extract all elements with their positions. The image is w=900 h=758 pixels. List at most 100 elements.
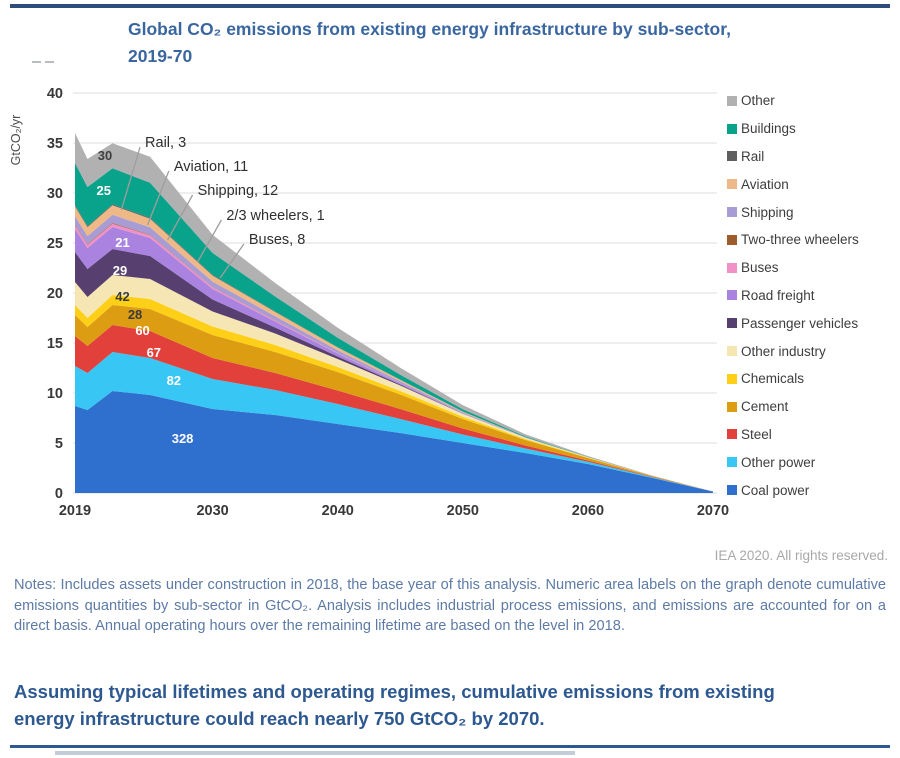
legend-label: Buses: [741, 260, 779, 276]
y-tick-label: 35: [47, 136, 63, 152]
x-tick-label: 2060: [572, 503, 604, 519]
area-cumulative-label: 21: [115, 235, 129, 250]
area-cumulative-label: 82: [167, 373, 181, 388]
legend-swatch-icon: [727, 373, 737, 384]
legend-swatch-icon: [727, 457, 737, 468]
y-axis-label: GtCO₂/yr: [9, 115, 23, 166]
legend-label: Other industry: [741, 343, 826, 359]
emissions-stacked-area-chart: 0 5 10 15 20 25 30 35 40 GtCO₂/yr 2019 2030 2040 2050…: [9, 86, 729, 519]
legend-label: Rail: [741, 148, 765, 164]
legend-item-cement: Cement: [727, 393, 897, 421]
area-cumulative-label: 60: [135, 323, 149, 338]
y-tick-label: 0: [55, 486, 63, 502]
area-steel: [75, 325, 713, 492]
y-tick-label: 30: [47, 186, 63, 202]
page-corner-artifact: [32, 59, 82, 65]
y-tick-label: 5: [55, 436, 63, 452]
legend-item-passenger-vehicles: Passenger vehicles: [727, 309, 897, 337]
legend-item-buses: Buses: [727, 254, 897, 282]
legend-item-aviation: Aviation: [727, 170, 897, 198]
area-cumulative-label: 25: [97, 183, 111, 198]
legend-item-coal-power: Coal power: [727, 476, 897, 504]
legend-swatch-icon: [727, 207, 737, 218]
area-other-power: [75, 352, 713, 492]
callout-leader-line: [167, 194, 194, 241]
legend-label: Other power: [741, 454, 816, 470]
area-cement: [75, 305, 713, 492]
legend-label: Other: [741, 93, 775, 109]
legend-swatch-icon: [727, 262, 737, 273]
legend-item-other-industry: Other industry: [727, 337, 897, 365]
bottom-rule: [10, 745, 890, 748]
area-other-industry: [75, 275, 713, 492]
chart-title: Global CO₂ emissions from existing energ…: [128, 19, 731, 67]
area-cumulative-label: 67: [147, 345, 161, 360]
area-coal-power: [75, 391, 713, 493]
callout-leader-line: [146, 170, 170, 226]
x-tick-label: 2070: [697, 503, 729, 519]
y-tick-label: 15: [47, 336, 63, 352]
legend-item-shipping: Shipping: [727, 198, 897, 226]
chart-legend: Other Buildings Rail Aviation Shipping Two-th…: [727, 87, 897, 504]
legend-item-road-freight: Road freight: [727, 282, 897, 310]
legend-item-buildings: Buildings: [727, 115, 897, 143]
legend-swatch-icon: [727, 151, 737, 162]
legend-item-steel: Steel: [727, 421, 897, 449]
callout-leader-line: [219, 243, 245, 279]
area-cumulative-label: 328: [172, 431, 194, 446]
attribution-text: IEA 2020. All rights reserved.: [714, 548, 888, 563]
legend-swatch-icon: [727, 234, 737, 245]
legend-label: Road freight: [741, 287, 815, 303]
legend-swatch-icon: [727, 179, 737, 190]
y-tick-label: 40: [47, 86, 63, 102]
key-finding-statement: Assuming typical lifetimes and operating…: [14, 681, 775, 729]
callout-label: Aviation, 11: [174, 159, 248, 175]
legend-label: Cement: [741, 399, 789, 415]
notes-paragraph: Notes: Includes assets under constructio…: [14, 577, 886, 635]
legend-item-other: Other: [727, 87, 897, 115]
callout-leader-line: [197, 219, 222, 263]
legend-item-rail: Rail: [727, 143, 897, 171]
legend-item-other-power: Other power: [727, 448, 897, 476]
x-tick-label: 2019: [59, 503, 91, 519]
legend-label: Aviation: [741, 176, 789, 192]
y-tick-label: 20: [47, 286, 63, 302]
legend-swatch-icon: [727, 429, 737, 440]
legend-label: Passenger vehicles: [741, 315, 859, 331]
horizontal-scrollbar[interactable]: [55, 751, 575, 755]
legend-label: Chemicals: [741, 371, 805, 387]
legend-label: Coal power: [741, 482, 810, 498]
area-cumulative-label: 29: [113, 263, 127, 278]
area-passenger-vehicles: [75, 249, 713, 492]
legend-label: Shipping: [741, 204, 794, 220]
y-tick-label: 25: [47, 236, 63, 252]
legend-swatch-icon: [727, 290, 737, 301]
legend-swatch-icon: [727, 485, 737, 496]
legend-swatch-icon: [727, 318, 737, 329]
legend-label: Buildings: [741, 121, 796, 137]
legend-swatch-icon: [727, 346, 737, 357]
callout-label: Shipping, 12: [198, 183, 279, 199]
callout-label: Buses, 8: [249, 232, 305, 248]
x-tick-label: 2040: [322, 503, 354, 519]
legend-label: Steel: [741, 426, 772, 442]
x-tick-label: 2030: [196, 503, 228, 519]
top-rule: [10, 4, 890, 8]
callout-label: 2/3 wheelers, 1: [226, 208, 324, 224]
x-tick-label: 2050: [447, 503, 479, 519]
area-cumulative-label: 30: [98, 148, 112, 163]
area-other: [75, 133, 713, 492]
legend-label: Two-three wheelers: [741, 232, 859, 248]
area-cumulative-label: 28: [128, 307, 142, 322]
y-tick-label: 10: [47, 386, 63, 402]
area-cumulative-label: 42: [115, 289, 129, 304]
legend-swatch-icon: [727, 123, 737, 134]
legend-swatch-icon: [727, 95, 737, 106]
legend-item-chemicals: Chemicals: [727, 365, 897, 393]
legend-swatch-icon: [727, 401, 737, 412]
callout-leader-line: [120, 146, 141, 211]
area-road-freight: [75, 227, 713, 492]
callout-label: Rail, 3: [145, 135, 186, 151]
legend-item-two-three-wheelers: Two-three wheelers: [727, 226, 897, 254]
